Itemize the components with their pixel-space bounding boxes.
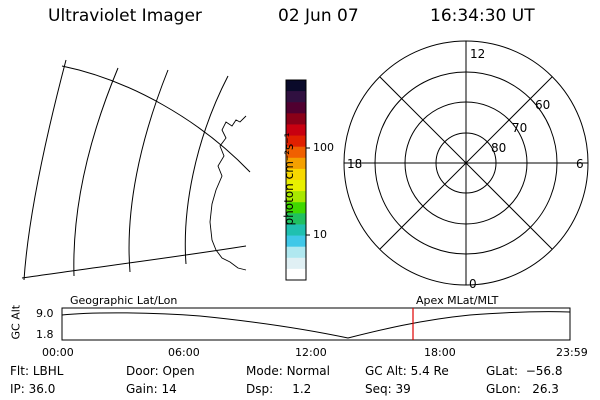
colorbar-tick-100: 100	[313, 141, 334, 154]
status-value: 36.0	[28, 382, 56, 396]
status-glon: GLon: 26.3	[486, 382, 559, 396]
status-key: Mode:	[246, 364, 283, 378]
mlt-label-0: 0	[469, 277, 477, 291]
timeline-ytick-high: 9.0	[36, 307, 54, 320]
status-ip: IP: 36.0	[10, 382, 55, 396]
map-grid-line	[21, 245, 247, 279]
status-key: GC Alt:	[365, 364, 407, 378]
status-key: Seq:	[365, 382, 392, 396]
colorbar-cell	[286, 246, 306, 259]
colorbar-cell	[286, 157, 306, 170]
timeline-left-title: Geographic Lat/Lon	[70, 294, 178, 307]
timeline-xtick-1200: 12:00	[295, 346, 327, 359]
colorbar-cell	[286, 257, 306, 270]
status-value: Open	[162, 364, 195, 378]
map-grid-line	[23, 59, 67, 281]
timeline-right-title: Apex MLat/MLT	[416, 294, 499, 307]
status-gain: Gain: 14	[126, 382, 177, 396]
status-value: 39	[395, 382, 411, 396]
lat-label-80: 80	[491, 141, 507, 155]
timeline-xtick-0000: 00:00	[42, 346, 74, 359]
colorbar-cell	[286, 213, 306, 225]
mlt-label-6: 6	[576, 157, 584, 171]
timeline-xtick-1800: 18:00	[424, 346, 456, 359]
timeline-frame	[61, 307, 571, 341]
status-key: GLat:	[486, 364, 519, 378]
colorbar-cell	[286, 224, 306, 237]
map-grid-line	[128, 69, 169, 273]
status-value: Normal	[286, 364, 330, 378]
status-key: IP:	[10, 382, 25, 396]
colorbar-cell	[286, 235, 306, 248]
colorbar-cell	[286, 202, 306, 214]
colorbar-cell	[286, 268, 306, 281]
polar-diagonal	[379, 76, 553, 250]
date-label: 02 Jun 07	[278, 6, 359, 26]
colorbar-cell	[286, 180, 306, 192]
status-value: LBHL	[32, 364, 64, 378]
colorbar-cell	[286, 146, 306, 159]
colorbar-cell	[286, 102, 306, 114]
timeline-ytick-low: 1.8	[36, 328, 54, 341]
colorbar-cell	[286, 80, 306, 92]
status-value: 1.2	[292, 382, 312, 396]
instrument-title: Ultraviolet Imager	[48, 6, 202, 26]
status-key: Gain:	[126, 382, 158, 396]
colorbar-cell	[286, 124, 306, 137]
status-gc-alt: GC Alt: 5.4 Re	[365, 364, 449, 378]
lat-label-70: 70	[512, 121, 528, 135]
timeline-xtick-0600: 06:00	[168, 346, 200, 359]
colorbar-cell	[286, 135, 306, 148]
status-mode: Mode: Normal	[246, 364, 330, 378]
status-dsp: Dsp: 1.2	[246, 382, 311, 396]
status-value: 5.4 Re	[410, 364, 449, 378]
altitude-curve	[61, 311, 571, 339]
map-grid-line	[184, 75, 229, 265]
timeline-xtick-2359: 23:59	[556, 346, 588, 359]
colorbar-tick-10: 10	[313, 228, 327, 241]
mlt-label-12: 12	[470, 47, 486, 61]
status-key: Door:	[126, 364, 159, 378]
status-value: 14	[161, 382, 177, 396]
status-seq: Seq: 39	[365, 382, 411, 396]
colorbar-cell	[286, 191, 306, 203]
map-grid-line	[73, 67, 119, 277]
status-key: Dsp:	[246, 382, 274, 396]
colorbar-cell	[286, 91, 306, 103]
status-filter: Flt: LBHL	[10, 364, 63, 378]
status-key: Flt:	[10, 364, 29, 378]
colorbar-cell	[286, 168, 306, 181]
time-label: 16:34:30 UT	[430, 6, 535, 26]
coastline	[209, 115, 247, 271]
lat-label-60: 60	[535, 98, 551, 112]
mlt-label-18: 18	[347, 157, 363, 171]
status-glat: GLat: −56.8	[486, 364, 563, 378]
status-key: GLon:	[486, 382, 521, 396]
status-value: −56.8	[525, 364, 563, 378]
map-grid-line	[61, 65, 251, 173]
status-value: 26.3	[532, 382, 559, 396]
colorbar-cell	[286, 113, 306, 125]
status-door: Door: Open	[126, 364, 195, 378]
